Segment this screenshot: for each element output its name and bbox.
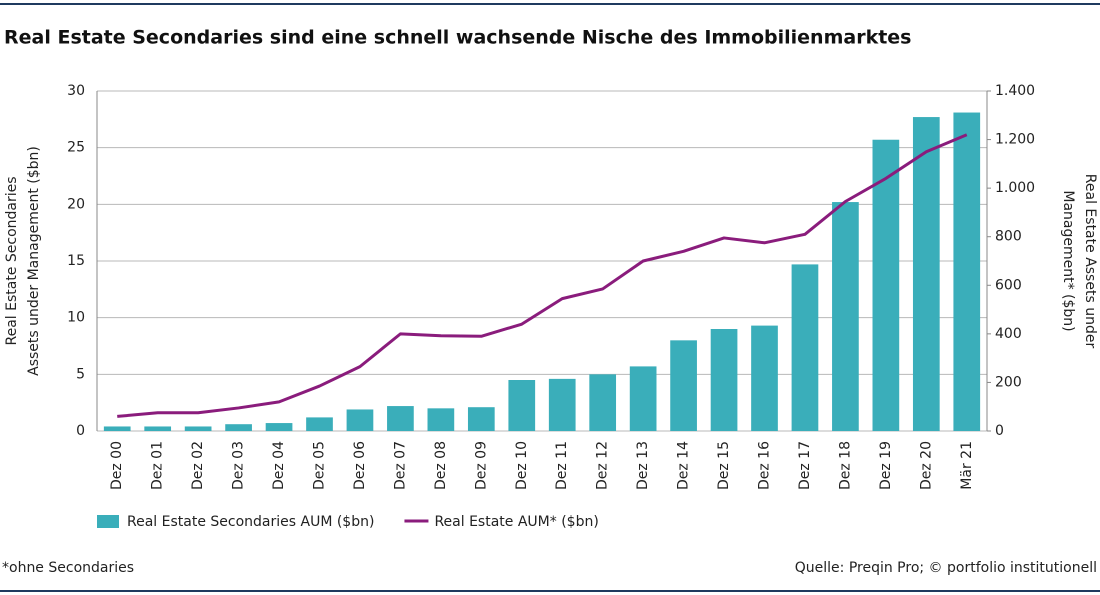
footnote: *ohne Secondaries [2,560,134,576]
y2-axis-label: Management* ($bn) [1060,190,1076,331]
y-tick-label: 30 [67,83,85,99]
y2-tick-label: 600 [995,277,1022,293]
x-tick-label: Dez 01 [150,441,166,490]
source: Quelle: Preqin Pro; © portfolio institut… [795,560,1097,576]
x-tick-label: Dez 16 [757,441,773,490]
legend-swatch [97,515,119,528]
x-tick-label: Dez 03 [231,441,247,490]
x-tick-label: Dez 15 [716,441,732,490]
bar [629,366,657,431]
bar [427,408,455,431]
chart-title: Real Estate Secondaries sind eine schnel… [4,27,912,49]
y-tick-label: 10 [67,310,85,326]
bar [670,340,697,431]
x-tick-label: Dez 07 [392,441,408,490]
top-rule [0,3,1100,5]
bar [346,409,374,431]
bar [751,325,778,431]
x-tick-label: Dez 09 [473,441,489,490]
y-tick-label: 25 [67,140,85,156]
x-tick-label: Dez 18 [837,441,853,490]
y2-tick-label: 1.000 [995,180,1035,196]
x-tick-label: Dez 14 [676,441,692,490]
x-tick-label: Dez 02 [190,441,206,490]
line [117,133,968,418]
y-tick-label: 5 [76,366,85,382]
y-axis-label: Real Estate Secondaries [4,176,20,345]
y-tick-label: 15 [67,253,85,269]
bar [184,426,212,431]
y2-tick-label: 200 [995,374,1022,390]
bar [144,426,172,431]
y2-tick-label: 0 [995,423,1004,439]
x-tick-label: Dez 00 [109,441,125,490]
legend-label: Real Estate Secondaries AUM ($bn) [127,514,374,530]
x-tick-label: Dez 05 [312,441,328,490]
bar [912,117,940,432]
x-tick-label: Dez 11 [554,441,570,490]
bar [832,202,859,431]
y-tick-label: 0 [76,423,85,439]
bar [791,264,819,431]
legend-label: Real Estate AUM* ($bn) [434,514,598,530]
bar [467,407,495,431]
y-tick-label: 20 [67,196,85,212]
y-axis-label: Assets under Management ($bn) [26,146,42,376]
y2-axis-label: Real Estate Assets under [1082,174,1098,349]
x-tick-label: Dez 20 [918,441,934,490]
x-tick-label: Dez 19 [878,441,894,490]
x-tick-label: Dez 13 [635,441,651,490]
y2-tick-label: 800 [995,229,1022,245]
x-tick-label: Dez 10 [514,441,530,490]
x-tick-label: Dez 04 [271,441,287,490]
x-tick-label: Mär 21 [959,441,975,490]
bar [872,139,900,431]
bar [265,423,293,431]
bar [953,112,981,432]
x-tick-label: Dez 06 [352,441,368,490]
bar [710,329,738,431]
y2-tick-label: 1.400 [995,83,1035,99]
bar [103,426,131,431]
y2-tick-label: 1.200 [995,132,1035,148]
bar [508,380,536,431]
x-tick-label: Dez 08 [433,441,449,490]
x-tick-label: Dez 17 [797,441,813,490]
y2-tick-label: 400 [995,326,1022,342]
bar [306,417,333,431]
x-tick-label: Dez 12 [595,441,611,490]
bar [589,374,617,431]
bar [225,424,252,431]
bar [387,406,414,431]
bar [548,378,576,431]
bottom-rule [0,590,1100,592]
